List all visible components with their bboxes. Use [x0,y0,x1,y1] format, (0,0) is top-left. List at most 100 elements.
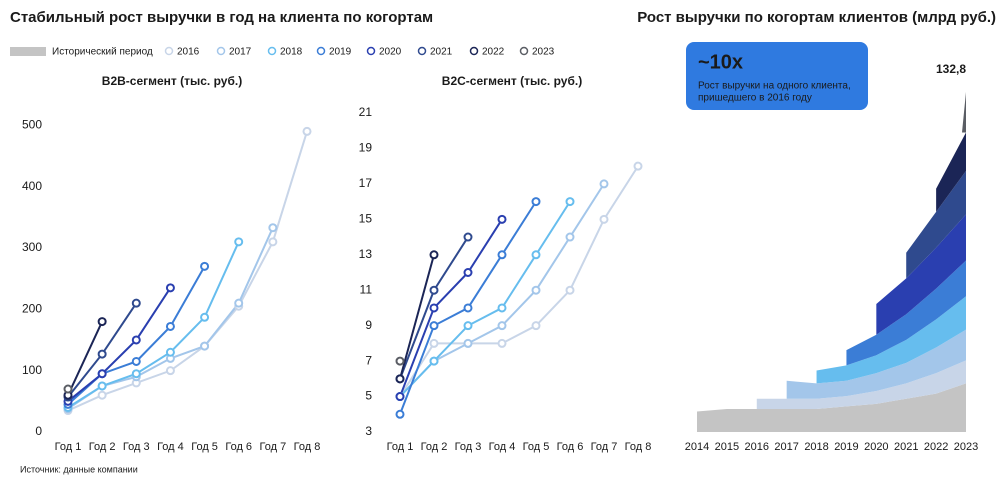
point [531,197,541,207]
y-tick-label: 15 [359,212,373,226]
x-tick-label: Год 1 [387,441,414,453]
point [200,312,210,322]
line [399,201,571,398]
line [67,227,274,410]
legend-marker [267,46,277,56]
line [67,287,172,403]
point [131,369,141,379]
x-tick-label: 2014 [685,441,709,453]
x-tick-label: Год 5 [191,441,218,453]
line [399,165,639,398]
point [463,303,473,313]
point [531,321,541,331]
legend-label: 2016 [177,47,200,58]
legend-swatch [10,47,46,56]
legend-label: 2019 [329,47,352,58]
point [395,356,405,366]
y-tick-label: 200 [22,301,42,315]
y-tick-label: 400 [22,179,42,193]
source: Источник: данные компании [20,464,138,474]
x-tick-label: Год 6 [225,441,252,453]
line [399,254,435,380]
point [165,347,175,357]
point [63,384,73,394]
x-tick-label: Год 3 [123,441,150,453]
point [497,214,507,224]
line [67,241,240,409]
y-tick-label: 19 [359,141,373,155]
point [599,214,609,224]
y-tick-label: 5 [365,389,372,403]
point [234,298,244,308]
legend-marker [519,46,529,56]
point [565,197,575,207]
point [268,223,278,233]
x-tick-label: Год 4 [157,441,184,453]
x-tick-label: Год 3 [455,441,482,453]
point [565,285,575,295]
legend-marker [366,46,376,56]
point [565,232,575,242]
point [429,303,439,313]
total-label: 132,8 [936,62,966,76]
point [131,356,141,366]
point [165,366,175,376]
point [131,335,141,345]
point [395,392,405,402]
point [429,250,439,260]
legend-marker [417,46,427,56]
x-tick-label: 2021 [894,441,918,453]
point [165,283,175,293]
point [429,338,439,348]
x-tick-label: 2023 [954,441,978,453]
point [165,321,175,331]
legend-marker [316,46,326,56]
x-tick-label: 2015 [715,441,739,453]
y-tick-label: 17 [359,176,373,190]
point [463,268,473,277]
point [268,237,278,247]
x-tick-label: 2019 [834,441,858,453]
x-tick-label: Год 2 [89,441,116,453]
x-tick-label: 2022 [924,441,948,453]
y-tick-label: 100 [22,363,42,377]
area [816,296,966,384]
legend-label: 2018 [280,47,303,58]
x-tick-label: 2020 [864,441,888,453]
line [399,218,503,397]
legend-label: 2022 [482,47,505,58]
callout-headline: ~10x [698,51,743,73]
point [395,409,405,419]
x-tick-label: Год 2 [421,441,448,453]
point [200,261,210,271]
point [599,179,609,189]
point [463,321,473,331]
x-tick-label: 2016 [745,441,769,453]
point [429,356,439,366]
x-tick-label: 2018 [804,441,828,453]
x-tick-label: Год 1 [55,441,82,453]
chart-title: B2B-сегмент (тыс. руб.) [102,74,242,88]
point [429,321,439,331]
area [846,260,966,366]
area [876,214,966,335]
callout-text: пришедшего в 2016 году [698,93,812,104]
point [497,303,507,313]
point [497,250,507,260]
x-tick-label: Год 7 [260,441,287,453]
x-tick-label: Год 6 [557,441,584,453]
y-tick-label: 13 [359,247,373,261]
point [395,374,405,384]
point [497,338,507,348]
y-tick-label: 11 [360,282,373,296]
point [97,349,107,359]
x-tick-label: Год 4 [489,441,516,453]
line [67,321,104,396]
area [906,170,966,279]
y-tick-label: 300 [22,240,42,254]
legend-marker [164,46,174,56]
point [429,285,439,295]
point [97,390,107,400]
point [463,338,473,348]
